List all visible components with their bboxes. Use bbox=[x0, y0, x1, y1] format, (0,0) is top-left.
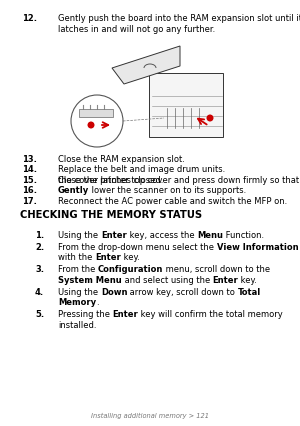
Text: Total: Total bbox=[238, 287, 261, 296]
Text: Replace the belt and image drum units.: Replace the belt and image drum units. bbox=[58, 165, 225, 174]
Text: 3.: 3. bbox=[35, 265, 44, 273]
Text: 17.: 17. bbox=[22, 196, 37, 205]
Text: Enter: Enter bbox=[112, 310, 138, 319]
Text: Gently push the board into the RAM expansion slot until it: Gently push the board into the RAM expan… bbox=[58, 14, 300, 23]
Text: 12.: 12. bbox=[22, 14, 37, 23]
Text: Reconnect the AC power cable and switch the MFP on.: Reconnect the AC power cable and switch … bbox=[58, 196, 287, 205]
Text: 4.: 4. bbox=[35, 287, 44, 296]
Text: Function.: Function. bbox=[223, 230, 264, 239]
Text: 14.: 14. bbox=[22, 165, 37, 174]
Text: installed.: installed. bbox=[58, 320, 97, 329]
Text: 15.: 15. bbox=[22, 176, 37, 184]
Text: 1.: 1. bbox=[35, 230, 44, 239]
Text: Pressing the: Pressing the bbox=[58, 310, 112, 319]
Text: arrow key, scroll down to: arrow key, scroll down to bbox=[127, 287, 238, 296]
Text: Configuration: Configuration bbox=[98, 265, 164, 273]
Text: Using the: Using the bbox=[58, 287, 101, 296]
Circle shape bbox=[88, 122, 94, 129]
Text: 16.: 16. bbox=[22, 186, 37, 195]
Text: menu, scroll down to the: menu, scroll down to the bbox=[164, 265, 271, 273]
Bar bbox=[79, 110, 113, 118]
Text: 5.: 5. bbox=[35, 310, 44, 319]
Text: Enter: Enter bbox=[213, 275, 238, 284]
Text: Close the RAM expansion slot.: Close the RAM expansion slot. bbox=[58, 155, 185, 164]
Text: key, access the: key, access the bbox=[127, 230, 197, 239]
Text: 13.: 13. bbox=[22, 155, 37, 164]
FancyBboxPatch shape bbox=[149, 74, 223, 138]
Text: latches in and will not go any further.: latches in and will not go any further. bbox=[58, 24, 215, 33]
Polygon shape bbox=[112, 47, 180, 85]
Text: and select using the: and select using the bbox=[122, 275, 213, 284]
Text: with the: with the bbox=[58, 253, 95, 262]
Text: Down: Down bbox=[101, 287, 127, 296]
Text: Gently: Gently bbox=[58, 186, 89, 195]
Text: Installing additional memory > 121: Installing additional memory > 121 bbox=[91, 412, 209, 418]
Text: From the: From the bbox=[58, 265, 98, 273]
Circle shape bbox=[206, 115, 214, 122]
Text: From the drop-down menu select the: From the drop-down menu select the bbox=[58, 242, 217, 251]
Circle shape bbox=[71, 96, 123, 148]
Text: Using the: Using the bbox=[58, 230, 101, 239]
Text: key will confirm the total memory: key will confirm the total memory bbox=[138, 310, 283, 319]
Text: 2.: 2. bbox=[35, 242, 44, 251]
Text: Menu: Menu bbox=[197, 230, 223, 239]
Text: key.: key. bbox=[238, 275, 257, 284]
Text: View Information: View Information bbox=[217, 242, 298, 251]
Text: CHECKING THE MEMORY STATUS: CHECKING THE MEMORY STATUS bbox=[20, 210, 202, 219]
Text: key.: key. bbox=[121, 253, 140, 262]
Text: Enter: Enter bbox=[95, 253, 121, 262]
Text: lower the scanner on to its supports.: lower the scanner on to its supports. bbox=[89, 186, 247, 195]
Text: Close the printer top cover and press down firmly so that: Close the printer top cover and press do… bbox=[58, 176, 299, 184]
Text: the cover latches closed.: the cover latches closed. bbox=[58, 176, 164, 184]
Text: .: . bbox=[96, 297, 99, 307]
Text: Memory: Memory bbox=[58, 297, 96, 307]
Text: System Menu: System Menu bbox=[58, 275, 122, 284]
Text: Enter: Enter bbox=[101, 230, 127, 239]
